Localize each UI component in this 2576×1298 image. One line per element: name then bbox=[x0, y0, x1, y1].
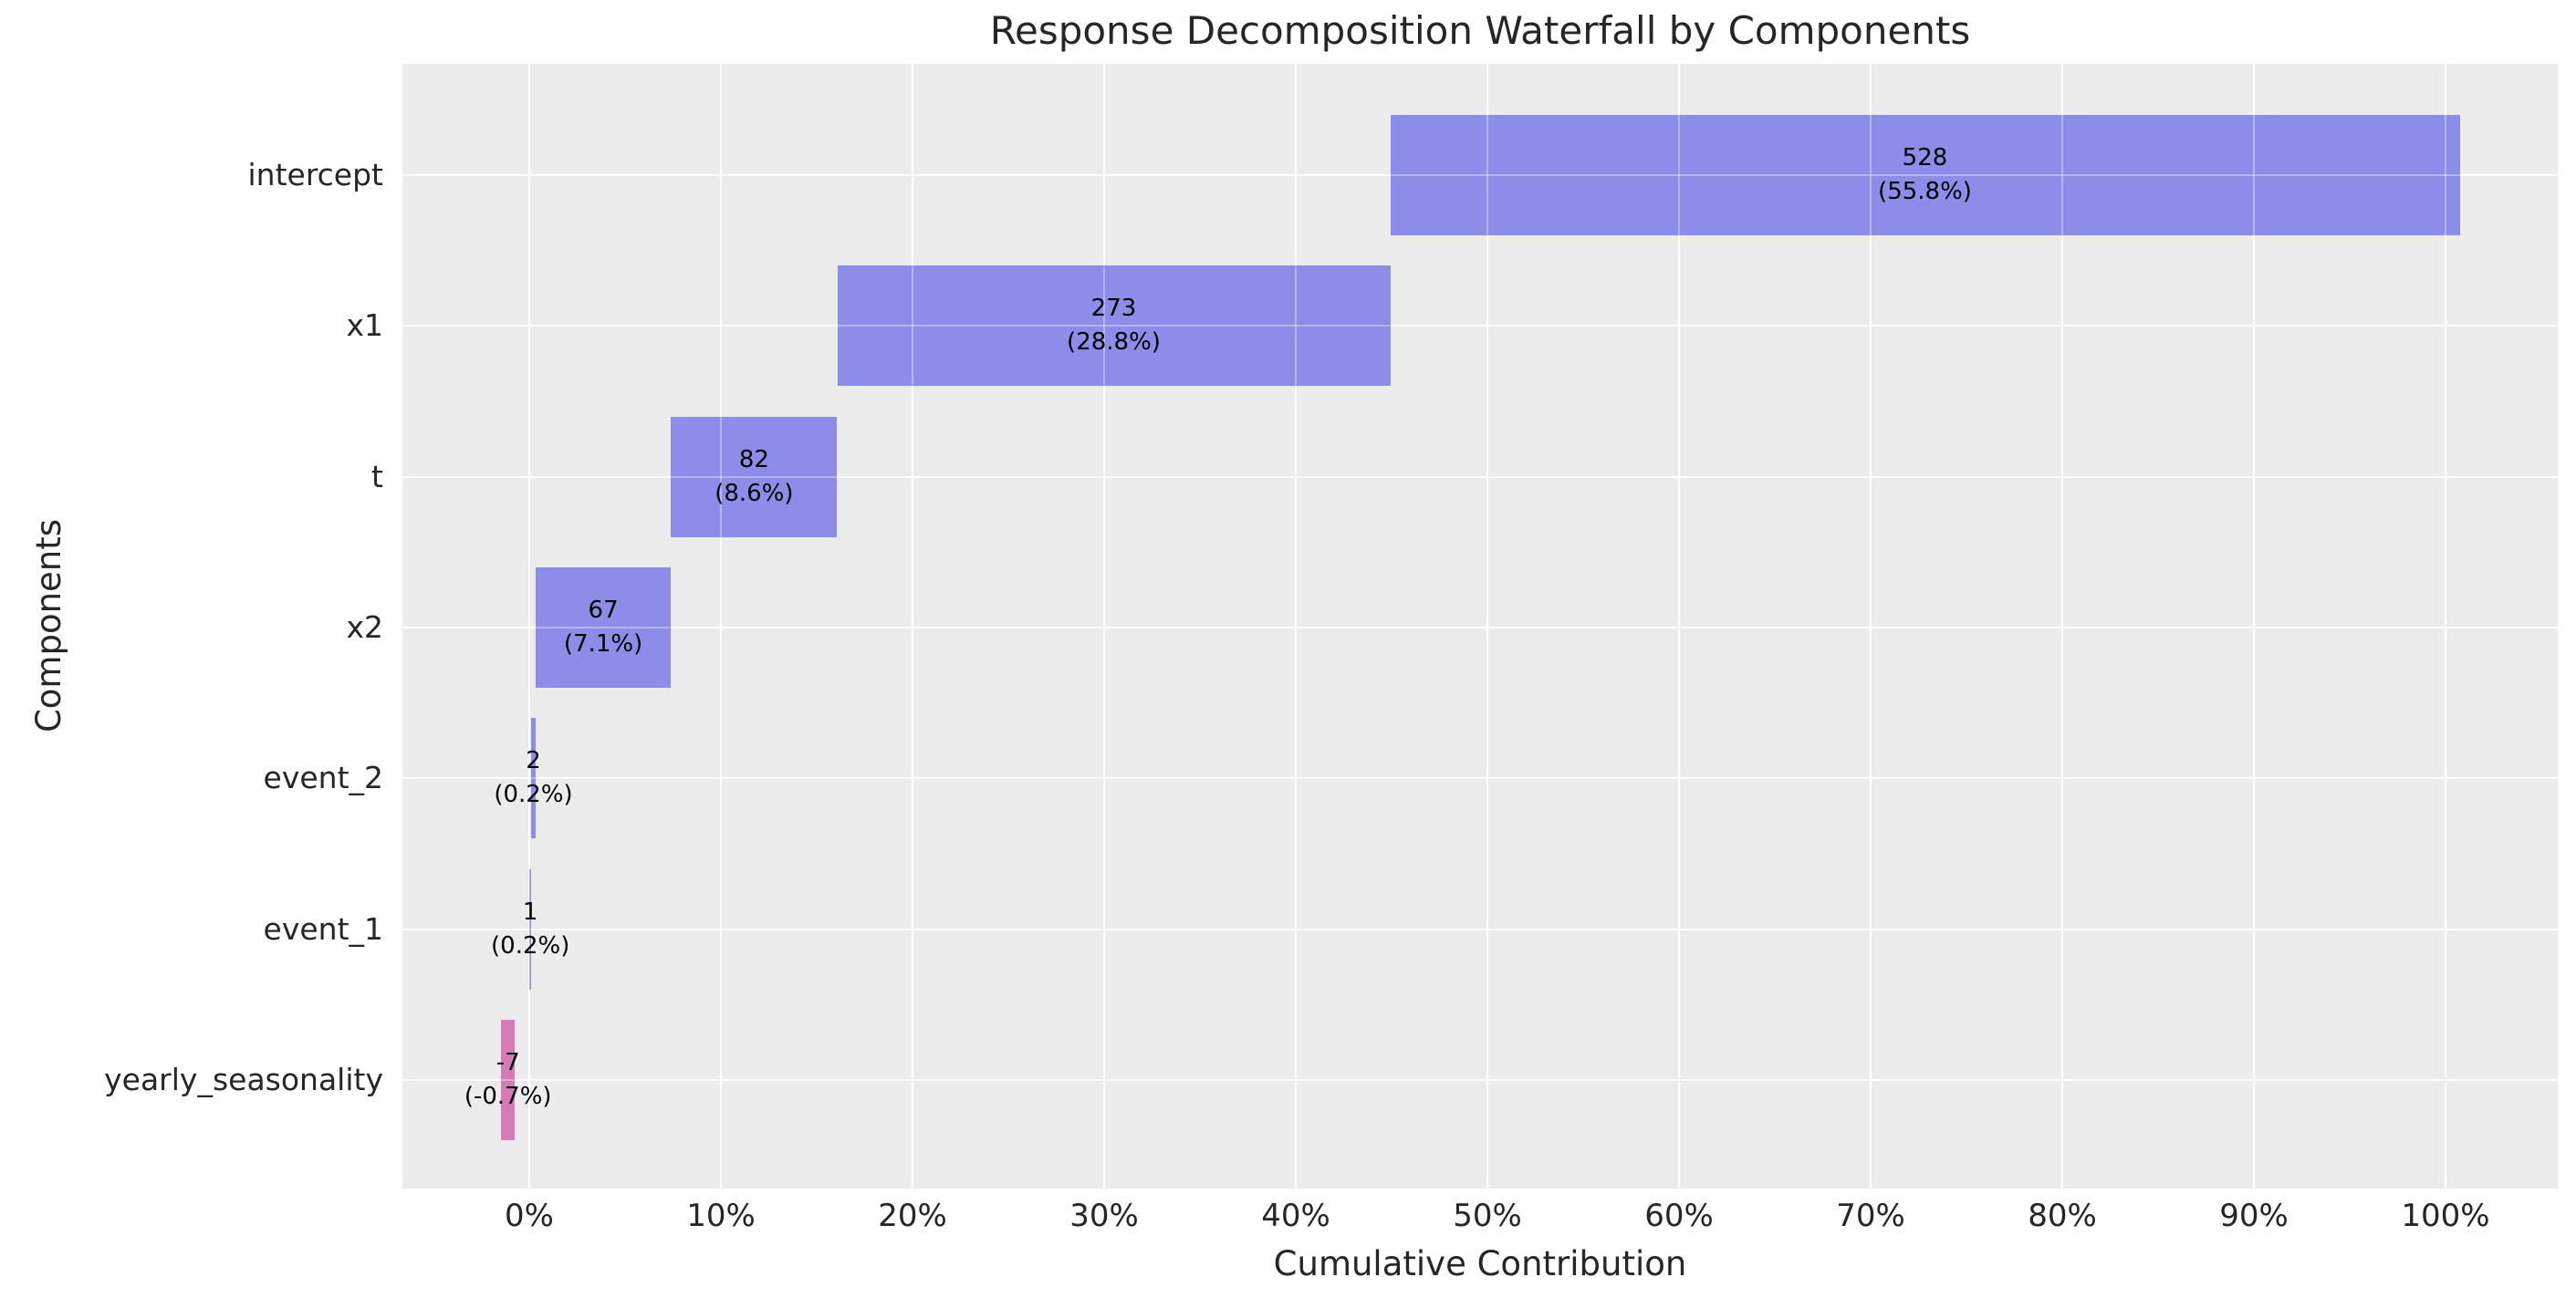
gridline-horizontal-overlay bbox=[402, 1079, 2558, 1081]
gridline-horizontal-overlay bbox=[402, 777, 2558, 779]
y-tick-label-x1: x1 bbox=[346, 307, 383, 344]
gridline-horizontal-overlay bbox=[402, 174, 2558, 176]
x-tick-label-20: 20% bbox=[878, 1198, 947, 1234]
gridline-vertical-overlay bbox=[1103, 64, 1105, 1189]
gridline-vertical bbox=[2445, 64, 2446, 1189]
bar-intercept bbox=[1390, 115, 2460, 235]
bar-label-event_2: 2 (0.2%) bbox=[370, 744, 698, 812]
bar-value-label: 1 bbox=[522, 898, 538, 926]
bar-value-label: 273 bbox=[1090, 295, 1137, 323]
bar-yearly_seasonality bbox=[500, 1020, 516, 1140]
bar-label-event_1: 1 (0.2%) bbox=[366, 896, 694, 963]
bar-value-label: 67 bbox=[588, 597, 619, 624]
bar-value-label: -7 bbox=[495, 1049, 520, 1076]
gridline-vertical bbox=[528, 64, 530, 1189]
gridline-horizontal bbox=[402, 777, 2558, 779]
chart-title: Response Decomposition Waterfall by Comp… bbox=[989, 8, 1971, 53]
gridline-vertical-overlay bbox=[1486, 64, 1488, 1189]
x-tick-label-50: 50% bbox=[1453, 1198, 1522, 1234]
bar-pct-label: (7.1%) bbox=[563, 630, 643, 658]
bar-value-label: 2 bbox=[526, 747, 541, 775]
gridline-vertical bbox=[720, 64, 722, 1189]
gridline-horizontal bbox=[402, 627, 2558, 628]
gridline-vertical bbox=[1103, 64, 1105, 1189]
bar-label-yearly_seasonality: -7 (-0.7%) bbox=[344, 1046, 673, 1114]
x-tick-label-80: 80% bbox=[2028, 1198, 2097, 1234]
y-tick-label-event_1: event_1 bbox=[263, 910, 383, 947]
bar-pct-label: (-0.7%) bbox=[464, 1083, 552, 1110]
bar-pct-label: (0.2%) bbox=[491, 931, 570, 960]
gridline-vertical-overlay bbox=[2445, 64, 2446, 1189]
bar-value-label: 528 bbox=[1902, 144, 1948, 171]
bar-label-x1: 273 (28.8%) bbox=[950, 292, 1278, 359]
gridline-horizontal-overlay bbox=[402, 325, 2558, 327]
gridline-vertical bbox=[1678, 64, 1680, 1189]
bar-x2 bbox=[535, 567, 672, 688]
y-tick-label-event_2: event_2 bbox=[263, 760, 383, 796]
gridline-vertical bbox=[1486, 64, 1488, 1189]
gridline-vertical-overlay bbox=[1678, 64, 1680, 1189]
gridline-vertical-overlay bbox=[1295, 64, 1297, 1189]
bar-pct-label: (28.8%) bbox=[1067, 328, 1161, 357]
x-tick-label-30: 30% bbox=[1069, 1198, 1139, 1234]
bar-event_2 bbox=[531, 718, 536, 839]
gridline-horizontal bbox=[402, 476, 2558, 478]
gridline-horizontal-overlay bbox=[402, 929, 2558, 930]
bar-value-label: 82 bbox=[738, 445, 769, 473]
gridline-vertical-overlay bbox=[720, 64, 722, 1189]
bar-pct-label: (55.8%) bbox=[1878, 178, 1972, 205]
x-tick-label-0: 0% bbox=[505, 1198, 554, 1234]
y-tick-label-t: t bbox=[371, 458, 383, 494]
gridline-horizontal bbox=[402, 1079, 2558, 1081]
gridline-vertical-overlay bbox=[528, 64, 530, 1189]
x-tick-label-10: 10% bbox=[686, 1198, 756, 1234]
bar-pct-label: (8.6%) bbox=[714, 479, 794, 507]
y-tick-label-intercept: intercept bbox=[247, 157, 384, 192]
bar-x1 bbox=[837, 265, 1391, 387]
gridline-vertical bbox=[1295, 64, 1297, 1189]
gridline-horizontal-overlay bbox=[402, 627, 2558, 628]
x-tick-label-70: 70% bbox=[1836, 1198, 1905, 1234]
gridline-vertical-overlay bbox=[912, 64, 913, 1189]
gridline-vertical bbox=[1870, 64, 1872, 1189]
x-tick-label-40: 40% bbox=[1261, 1198, 1330, 1234]
bar-label-t: 82 (8.6%) bbox=[589, 443, 918, 511]
bar-pct-label: (0.2%) bbox=[494, 781, 573, 809]
gridline-horizontal bbox=[402, 929, 2558, 930]
gridline-vertical-overlay bbox=[2061, 64, 2063, 1189]
gridline-vertical-overlay bbox=[1870, 64, 1872, 1189]
gridline-horizontal bbox=[402, 325, 2558, 327]
bar-label-x2: 67 (7.1%) bbox=[439, 594, 767, 661]
gridline-vertical bbox=[2253, 64, 2255, 1189]
bar-t bbox=[671, 416, 838, 537]
x-tick-label-90: 90% bbox=[2219, 1198, 2289, 1234]
x-tick-label-100: 100% bbox=[2401, 1198, 2490, 1234]
x-axis-title: Cumulative Contribution bbox=[1273, 1244, 1687, 1283]
gridline-horizontal-overlay bbox=[402, 476, 2558, 478]
bar-label-intercept: 528 (55.8%) bbox=[1761, 141, 2090, 209]
gridline-vertical bbox=[2061, 64, 2063, 1189]
x-tick-label-60: 60% bbox=[1644, 1198, 1714, 1234]
gridline-vertical-overlay bbox=[2253, 64, 2255, 1189]
gridline-vertical bbox=[912, 64, 913, 1189]
bar-event_1 bbox=[529, 868, 532, 990]
y-tick-label-x2: x2 bbox=[346, 609, 383, 645]
plot-area: 528 (55.8%) 273 (28.8%) 82 (8.6%) 67 (7.1%) 2 (0.… bbox=[402, 64, 2558, 1189]
y-tick-label-yearly_seasonality: yearly_seasonality bbox=[104, 1062, 383, 1097]
